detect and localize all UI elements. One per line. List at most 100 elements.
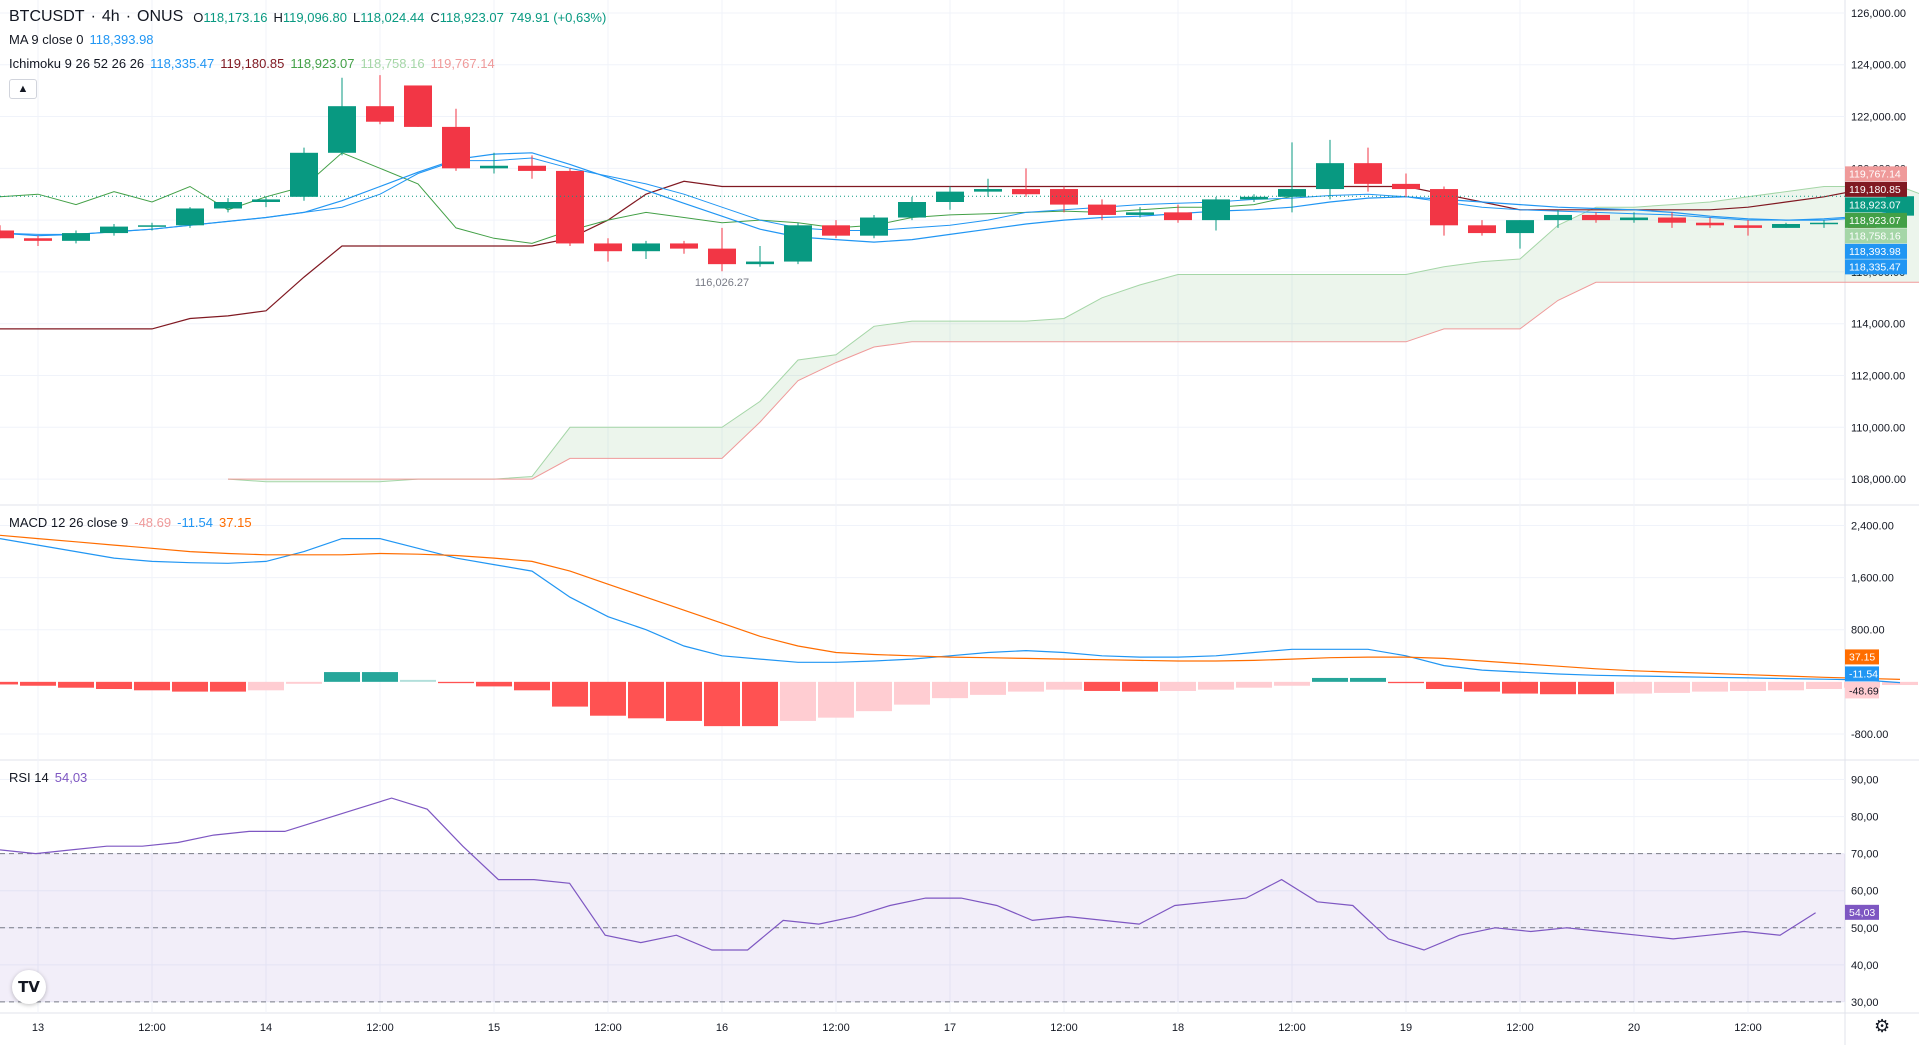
gear-icon[interactable]: ⚙ [1874, 1016, 1891, 1036]
macd-tick-label: 2,400.00 [1851, 521, 1894, 533]
macd-histogram-bar [1008, 681, 1044, 692]
price-tick-label: 108,000.00 [1851, 474, 1906, 486]
candle-body [1620, 217, 1648, 221]
macd-histogram-bar [476, 681, 512, 687]
price-axis-badge [1845, 212, 1907, 228]
ma-legend[interactable]: MA 9 close 0 118,393.98 [9, 32, 154, 47]
macd-histogram-bar [1464, 681, 1500, 692]
ma9-line [0, 152, 1901, 243]
candle-body [936, 191, 964, 202]
candle-body [214, 202, 242, 209]
macd-histogram-bar [210, 681, 246, 692]
macd-histogram-bar [1312, 677, 1348, 682]
candle-body [1506, 220, 1534, 234]
candle-body [556, 170, 584, 244]
candle-body [1012, 189, 1040, 195]
candle-body [746, 261, 774, 265]
change-value: 749.91 (+0,63%) [509, 9, 607, 25]
macd-histogram-bar [0, 681, 18, 685]
time-tick-label: 12:00 [594, 1022, 622, 1034]
ichimoku-legend[interactable]: Ichimoku 9 26 52 26 26 118,335.47 119,18… [9, 56, 495, 71]
macd-histogram-bar [58, 681, 94, 688]
candle-body [1316, 163, 1344, 190]
price-axis-badge-label: 119,180.85 [1849, 184, 1901, 196]
macd-histogram-bar [286, 681, 322, 684]
macd-signal-value: 37.15 [219, 515, 252, 530]
macd-histogram-bar [248, 681, 284, 691]
price-tick-label: 112,000.00 [1851, 371, 1905, 383]
candle-body [24, 238, 52, 241]
price-tick-label: 110,000.00 [1851, 422, 1905, 434]
ichimoku-chikou-line [0, 152, 1293, 244]
macd-histogram-bar [932, 681, 968, 699]
macd-axis-badge [1845, 683, 1879, 699]
macd-histogram-bar [1198, 681, 1234, 690]
macd-histogram-bar [552, 681, 588, 707]
macd-histogram-bar [134, 681, 170, 691]
candle-body [974, 189, 1002, 192]
candle-body [1658, 217, 1686, 223]
macd-histogram-bar [1692, 681, 1728, 692]
macd-histogram-bar [818, 681, 854, 718]
price-axis-badge [1845, 166, 1907, 182]
price-axis-badge [1845, 197, 1907, 213]
ichimoku-chikou-value: 118,923.07 [290, 56, 355, 71]
macd-histogram-bar [96, 681, 132, 690]
macd-axis-badge-label: 37.15 [1849, 651, 1875, 663]
macd-hist-value: -48.69 [134, 515, 172, 530]
ichimoku-label: Ichimoku 9 26 52 26 26 [9, 56, 145, 71]
symbol-legend: BTCUSDT · 4h · ONUS O118,173.16 H119,096… [9, 8, 607, 25]
macd-histogram-bar [1160, 681, 1196, 691]
symbol-name[interactable]: BTCUSDT [9, 8, 85, 25]
rsi-legend[interactable]: RSI 14 54,03 [9, 770, 87, 785]
high-value: 119,096.80 [282, 9, 347, 25]
macd-histogram-bar [1882, 681, 1918, 686]
macd-line [0, 537, 1901, 684]
macd-histogram-bar [1502, 681, 1538, 694]
candle-body [62, 233, 90, 241]
macd-histogram-bar [1426, 681, 1462, 690]
exchange-label: ONUS [137, 8, 184, 25]
macd-histogram-bar [894, 681, 930, 705]
candle-body [1164, 212, 1192, 221]
macd-histogram-bar [704, 681, 740, 727]
macd-histogram-bar [514, 681, 550, 691]
macd-histogram-bar [1768, 681, 1804, 691]
macd-axis-badge-label: -48.69 [1849, 685, 1879, 697]
ichimoku-span-a-line [227, 186, 1919, 483]
macd-axis-badge-label: -11.54 [1849, 668, 1878, 680]
macd-histogram-bar [438, 681, 474, 684]
price-axis-badge [1845, 181, 1907, 197]
low-label: L [352, 9, 361, 25]
ichimoku-cloud [228, 186, 1919, 482]
candle-body [784, 225, 812, 262]
rsi-axis-badge-label: 54,03 [1849, 907, 1875, 919]
tradingview-logo-icon[interactable]: TV [12, 970, 46, 1004]
macd-histogram-bar [780, 681, 816, 721]
macd-histogram-bar [1730, 681, 1766, 691]
price-tick-label: 126,000.00 [1851, 8, 1906, 20]
rsi-tick-label: 40,00 [1851, 960, 1879, 972]
candle-body [860, 217, 888, 236]
macd-tick-label: 1,600.00 [1851, 573, 1894, 585]
price-tick-label: 124,000.00 [1851, 60, 1906, 72]
macd-histogram-bar [1616, 681, 1652, 694]
rsi-tick-label: 60,00 [1851, 886, 1879, 898]
macd-histogram-bar [172, 681, 208, 692]
time-tick-label: 12:00 [1506, 1022, 1534, 1034]
rsi-value: 54,03 [54, 770, 88, 785]
macd-axis-badge [1845, 649, 1879, 665]
time-tick-label: 12:00 [822, 1022, 850, 1034]
low-price-annotation: 116,026.27 [695, 277, 749, 289]
price-axis-badge-label: 118,758.16 [1849, 230, 1901, 242]
chevron-up-icon[interactable]: ▲ [9, 79, 37, 99]
ichimoku-span-b-value: 119,767.14 [430, 56, 495, 71]
macd-legend[interactable]: MACD 12 26 close 9 -48.69 -11.54 37.15 [9, 515, 252, 530]
candle-body [1430, 189, 1458, 226]
interval-label[interactable]: 4h [101, 8, 120, 25]
candle-body [1772, 224, 1800, 228]
rsi-tick-label: 50,00 [1851, 923, 1879, 935]
rsi-tick-label: 80,00 [1851, 812, 1879, 824]
time-tick-label: 15 [488, 1022, 500, 1034]
